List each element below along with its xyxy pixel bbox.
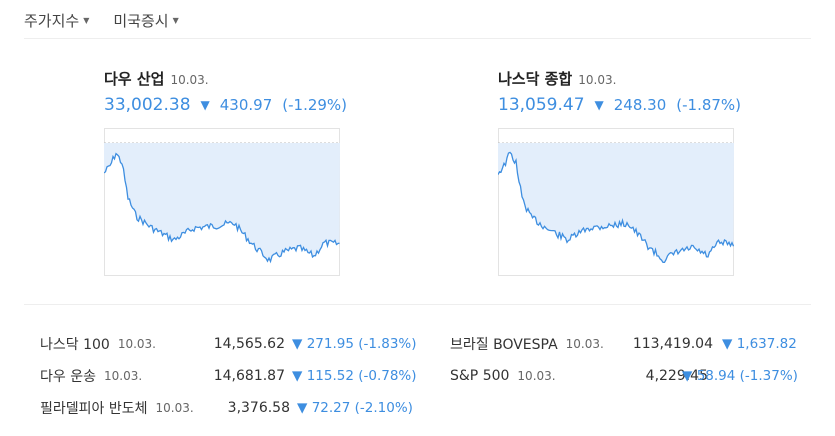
dow-sparkline-chart[interactable] <box>104 128 340 276</box>
chart-line <box>498 151 734 264</box>
index-pct: (-1.37%) <box>739 368 798 384</box>
index-value: 113,419.04 <box>632 336 713 352</box>
card-title: 나스닥 종합 <box>498 70 573 88</box>
down-arrow-icon: ▼ <box>200 98 210 112</box>
card-date: 10.03. <box>578 73 617 87</box>
index-date: 10.03. <box>517 369 556 383</box>
chart-area <box>104 143 340 262</box>
index-change: 72.27 <box>311 400 351 416</box>
card-date: 10.03. <box>170 73 209 87</box>
index-name: 브라질 BOVESPA <box>450 337 558 353</box>
caret-down-icon: ▼ <box>83 16 90 25</box>
tab-us-market[interactable]: 미국증시 ▼ <box>113 10 178 31</box>
down-arrow-icon: ▼ <box>297 400 308 416</box>
section-divider <box>24 304 811 305</box>
down-arrow-icon: ▼ <box>594 98 604 112</box>
card-change: 430.97 <box>219 96 273 114</box>
list-item[interactable]: 나스닥 100 10.03. 14,565.62 ▼ 271.95 (-1.83… <box>40 334 420 354</box>
index-name: S&P 500 <box>450 368 510 384</box>
card-pct: (-1.87%) <box>676 96 742 114</box>
index-value: 3,376.58 <box>227 400 290 416</box>
tab-us-market-label: 미국증시 <box>113 12 169 30</box>
card-title: 다우 산업 <box>104 70 165 88</box>
tab-stock-index[interactable]: 주가지수 ▼ <box>24 10 89 31</box>
index-date: 10.03. <box>155 401 194 415</box>
index-name: 다우 운송 <box>40 369 96 385</box>
index-pct: (-1.83%) <box>358 336 417 352</box>
card-value: 13,059.47 <box>498 95 585 115</box>
nasdaq-sparkline-chart[interactable] <box>498 128 734 276</box>
chart-line <box>104 152 340 264</box>
index-pct: (-0.78%) <box>358 368 417 384</box>
index-change: 115.52 <box>306 368 354 384</box>
down-arrow-icon: ▼ <box>722 336 733 352</box>
index-name: 나스닥 100 <box>40 337 110 353</box>
card-value: 33,002.38 <box>104 95 191 115</box>
index-date: 10.03. <box>103 369 143 383</box>
top-divider <box>24 38 811 39</box>
down-arrow-icon: ▼ <box>682 368 693 384</box>
index-change: 1,637.82 <box>736 336 797 352</box>
index-value: 4,229.45 <box>645 368 708 384</box>
list-item[interactable]: 다우 운송 10.03. 14,681.87 ▼ 115.52 (-0.78%) <box>40 366 420 386</box>
list-item[interactable]: 브라질 BOVESPA 10.03. 113,419.04 ▼ 1,637.82 <box>450 334 800 354</box>
card-dow[interactable]: 다우 산업 10.03. 33,002.38 ▼ 430.97 (-1.29%) <box>104 68 364 115</box>
tab-stock-index-label: 주가지수 <box>24 12 80 30</box>
index-name: 필라델피아 반도체 <box>40 401 148 417</box>
index-date: 10.03. <box>117 337 156 351</box>
index-pct: (-2.10%) <box>354 400 413 416</box>
index-value: 14,681.87 <box>213 368 285 384</box>
index-change: 271.95 <box>306 336 354 352</box>
card-nasdaq[interactable]: 나스닥 종합 10.03. 13,059.47 ▼ 248.30 (-1.87%… <box>498 68 758 115</box>
list-item[interactable]: 필라델피아 반도체 10.03. 3,376.58 ▼ 72.27 (-2.10… <box>40 398 420 418</box>
index-date: 10.03. <box>565 337 604 351</box>
down-arrow-icon: ▼ <box>292 368 303 384</box>
caret-down-icon: ▼ <box>172 16 179 25</box>
index-value: 14,565.62 <box>213 336 285 352</box>
index-tabs: 주가지수 ▼ 미국증시 ▼ <box>24 10 179 31</box>
card-change: 248.30 <box>613 96 667 114</box>
chart-area <box>498 143 734 263</box>
list-item[interactable]: S&P 500 10.03. 4,229.45 ▼ 58.94 (-1.37%) <box>450 366 800 386</box>
down-arrow-icon: ▼ <box>292 336 303 352</box>
card-pct: (-1.29%) <box>282 96 348 114</box>
index-change: 58.94 <box>696 368 736 384</box>
